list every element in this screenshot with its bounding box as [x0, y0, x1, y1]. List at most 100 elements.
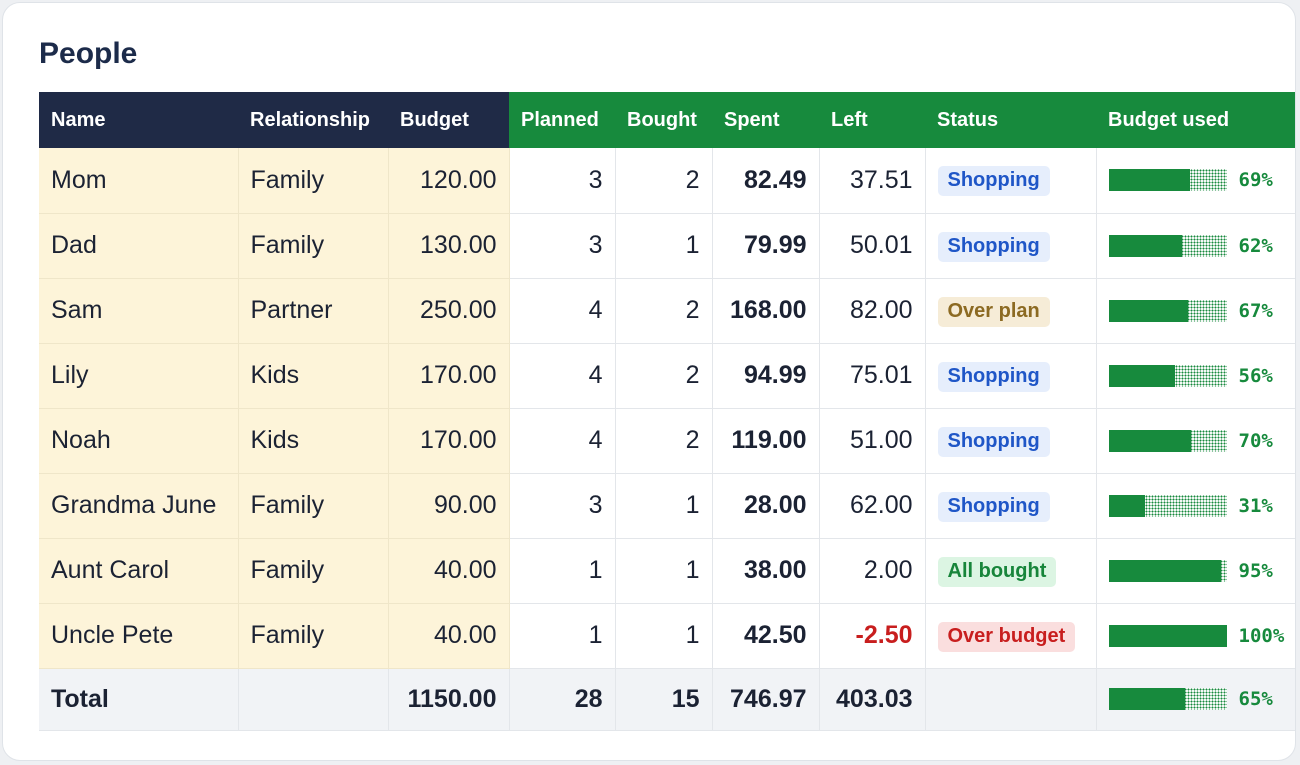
column-header-budget[interactable]: Budget — [388, 92, 509, 148]
person-budget: 170.00 — [388, 408, 510, 474]
person-spent: 82.49 — [712, 148, 820, 214]
budget-used-bar — [1108, 234, 1227, 257]
budget-used-fill — [1108, 494, 1146, 517]
person-planned: 3 — [509, 213, 616, 279]
budget-used-bar-group: 70% — [1108, 429, 1285, 452]
budget-used-percent: 67% — [1238, 299, 1273, 322]
budget-used-percent: 31% — [1238, 494, 1273, 517]
person-relationship: Family — [238, 473, 389, 539]
column-header-planned[interactable]: Planned — [509, 92, 615, 148]
column-header-relationship[interactable]: Relationship — [238, 92, 388, 148]
budget-used-bar-group: 69% — [1108, 169, 1285, 192]
table-row[interactable]: Uncle Pete Family 40.00 1 1 42.50 -2.50 Over bu… — [39, 603, 1295, 669]
budget-used-bar — [1108, 624, 1227, 647]
person-budget-used: 69% — [1096, 148, 1295, 214]
status-badge: All bought — [937, 556, 1057, 587]
column-header-budget-used[interactable]: Budget used — [1096, 92, 1295, 148]
table-row[interactable]: Lily Kids 170.00 4 2 94.99 75.01 Shopping 56% — [39, 343, 1295, 409]
budget-used-bar — [1108, 299, 1227, 322]
person-name: Sam — [39, 278, 239, 344]
person-name: Lily — [39, 343, 239, 409]
budget-used-bar — [1108, 429, 1227, 452]
people-table: Name Relationship Budget Planned Bought … — [39, 92, 1295, 731]
total-spent: 746.97 — [712, 668, 820, 731]
person-spent: 38.00 — [712, 538, 820, 604]
person-spent: 119.00 — [712, 408, 820, 474]
person-name: Aunt Carol — [39, 538, 239, 604]
person-budget: 40.00 — [388, 603, 510, 669]
person-budget: 90.00 — [388, 473, 510, 539]
person-spent: 168.00 — [712, 278, 820, 344]
person-budget: 250.00 — [388, 278, 510, 344]
person-bought: 2 — [615, 148, 713, 214]
budget-used-fill — [1108, 169, 1190, 192]
status-badge: Shopping — [937, 491, 1050, 522]
person-planned: 4 — [509, 278, 616, 344]
person-bought: 1 — [615, 213, 713, 279]
column-header-name[interactable]: Name — [39, 92, 238, 148]
person-bought: 1 — [615, 538, 713, 604]
total-left: 403.03 — [819, 668, 926, 731]
person-bought: 1 — [615, 603, 713, 669]
person-budget-used: 67% — [1096, 278, 1295, 344]
person-status: Over budget — [925, 603, 1097, 669]
status-badge: Over plan — [937, 296, 1050, 327]
column-header-spent[interactable]: Spent — [712, 92, 819, 148]
person-budget-used: 100% — [1096, 603, 1295, 669]
table-row[interactable]: Noah Kids 170.00 4 2 119.00 51.00 Shopping 70% — [39, 408, 1295, 474]
budget-used-bar-group: 95% — [1108, 559, 1285, 582]
person-relationship: Kids — [238, 343, 389, 409]
person-budget-used: 95% — [1096, 538, 1295, 604]
person-planned: 4 — [509, 343, 616, 409]
person-spent: 79.99 — [712, 213, 820, 279]
person-budget: 40.00 — [388, 538, 510, 604]
budget-used-fill — [1108, 234, 1182, 257]
person-planned: 1 — [509, 603, 616, 669]
column-header-left[interactable]: Left — [819, 92, 925, 148]
person-relationship: Family — [238, 603, 389, 669]
person-planned: 1 — [509, 538, 616, 604]
table-row[interactable]: Mom Family 120.00 3 2 82.49 37.51 Shopping 69% — [39, 148, 1295, 214]
column-header-bought[interactable]: Bought — [615, 92, 712, 148]
person-left: 2.00 — [819, 538, 926, 604]
status-badge: Shopping — [937, 231, 1050, 262]
budget-used-bar-group: 100% — [1108, 624, 1285, 647]
budget-used-bar-group: 31% — [1108, 494, 1285, 517]
person-budget-used: 70% — [1096, 408, 1295, 474]
person-relationship: Family — [238, 148, 389, 214]
budget-used-percent: 62% — [1238, 234, 1273, 257]
budget-used-percent: 70% — [1238, 429, 1273, 452]
person-bought: 2 — [615, 408, 713, 474]
person-status: Shopping — [925, 343, 1097, 409]
budget-used-bar — [1108, 364, 1227, 387]
status-badge: Shopping — [937, 426, 1050, 457]
table-row[interactable]: Dad Family 130.00 3 1 79.99 50.01 Shopping 62% — [39, 213, 1295, 279]
budget-used-bar — [1108, 494, 1227, 517]
person-name: Uncle Pete — [39, 603, 239, 669]
table-row[interactable]: Grandma June Family 90.00 3 1 28.00 62.00 Shopp… — [39, 473, 1295, 539]
total-planned: 28 — [509, 668, 616, 731]
budget-used-fill — [1108, 688, 1186, 710]
table-row[interactable]: Aunt Carol Family 40.00 1 1 38.00 2.00 All boug… — [39, 538, 1295, 604]
person-budget: 170.00 — [388, 343, 510, 409]
status-badge: Shopping — [937, 361, 1050, 392]
person-budget-used: 31% — [1096, 473, 1295, 539]
person-name: Grandma June — [39, 473, 239, 539]
person-status: Over plan — [925, 278, 1097, 344]
budget-used-fill — [1108, 364, 1175, 387]
table-row[interactable]: Sam Partner 250.00 4 2 168.00 82.00 Over plan 67… — [39, 278, 1295, 344]
budget-used-fill — [1108, 624, 1227, 647]
budget-used-bar — [1108, 559, 1227, 582]
person-left: -2.50 — [819, 603, 926, 669]
person-name: Mom — [39, 148, 239, 214]
person-budget-used: 56% — [1096, 343, 1295, 409]
person-status: Shopping — [925, 148, 1097, 214]
column-header-status[interactable]: Status — [925, 92, 1096, 148]
budget-used-bar-group: 67% — [1108, 299, 1285, 322]
total-status-empty — [925, 668, 1097, 731]
total-row: Total 1150.00 28 15 746.97 403.03 65% — [39, 668, 1295, 731]
person-left: 82.00 — [819, 278, 926, 344]
person-relationship: Partner — [238, 278, 389, 344]
total-relationship-empty — [238, 668, 389, 731]
